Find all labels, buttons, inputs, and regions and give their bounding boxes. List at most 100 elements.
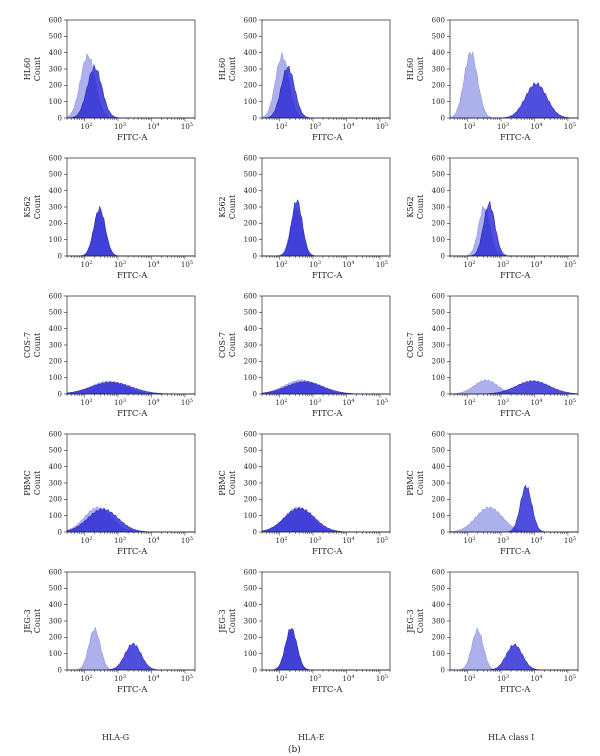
antibody-histogram	[66, 507, 195, 533]
y-tick-label: 100	[432, 512, 445, 520]
plot-frame	[449, 295, 579, 395]
x-axis-label: FITC-A	[500, 409, 531, 419]
x-tick-label: 104	[530, 398, 542, 407]
x-tick-label: 105	[181, 260, 193, 269]
y-axis-label: Count	[33, 470, 42, 495]
x-tick-label: 103	[114, 122, 126, 131]
y-axis-label: Count	[228, 332, 237, 357]
x-tick-label: 102	[276, 536, 288, 545]
x-tick-label: 105	[376, 536, 388, 545]
control-histogram	[450, 205, 578, 257]
y-tick-label: 0	[441, 114, 445, 122]
antibody-histogram	[450, 201, 578, 257]
y-tick-label: 500	[49, 33, 62, 41]
y-tick-label: 100	[49, 374, 62, 382]
x-tick-label: 102	[464, 398, 476, 407]
column-title-hla-class-i: HLA class I	[488, 733, 534, 742]
y-tick-label: 300	[49, 617, 62, 625]
y-tick-label: 0	[253, 390, 257, 398]
y-tick-label: 0	[253, 114, 257, 122]
antibody-histogram	[67, 205, 195, 257]
y-tick-label: 100	[49, 650, 62, 658]
y-tick-label: 600	[244, 568, 257, 576]
y-tick-label: 500	[432, 447, 445, 455]
row-cell-line-label: COS-7	[23, 332, 32, 358]
histogram-panel: 0 100 200 300 400 500 600 102 103 104 105 FITC-A COS…	[406, 292, 579, 419]
histogram-panel: 0 100 200 300 400 500 600 102 103 104 105 FITC-A PBM…	[406, 430, 579, 557]
y-tick-label: 300	[49, 65, 62, 73]
y-tick-label: 600	[244, 154, 257, 162]
y-tick-label: 200	[432, 82, 445, 90]
y-tick-label: 500	[432, 33, 445, 41]
panel-label: (b)	[288, 744, 301, 755]
y-tick-label: 500	[244, 447, 257, 455]
x-tick-label: 102	[81, 674, 93, 683]
plot-frame	[261, 433, 391, 533]
x-tick-label: 103	[309, 674, 321, 683]
x-tick-label: 103	[114, 260, 126, 269]
y-tick-label: 300	[432, 479, 445, 487]
y-tick-label: 100	[432, 650, 445, 658]
x-tick-label: 102	[464, 122, 476, 131]
y-tick-label: 400	[49, 49, 62, 57]
row-cell-line-label: JEG-3	[406, 609, 415, 633]
x-tick-label: 104	[530, 536, 542, 545]
column-title-hla-g: HLA-G	[102, 733, 129, 742]
y-tick-label: 200	[432, 220, 445, 228]
y-tick-label: 100	[244, 650, 257, 658]
y-axis-label: Count	[416, 332, 425, 357]
y-tick-label: 300	[244, 617, 257, 625]
x-axis-label: FITC-A	[312, 271, 343, 281]
x-tick-label: 105	[181, 536, 193, 545]
y-axis-label: Count	[33, 608, 42, 633]
y-axis-label: Count	[416, 194, 425, 219]
y-tick-label: 400	[244, 325, 257, 333]
x-tick-label: 103	[114, 674, 126, 683]
row-cell-line-label: PBMC	[406, 470, 415, 496]
y-tick-label: 500	[49, 447, 62, 455]
y-tick-label: 0	[58, 528, 62, 536]
y-tick-label: 100	[432, 374, 445, 382]
y-tick-label: 0	[441, 528, 445, 536]
y-tick-label: 600	[432, 154, 445, 162]
y-tick-label: 300	[244, 203, 257, 211]
y-tick-label: 100	[244, 512, 257, 520]
y-tick-label: 400	[432, 325, 445, 333]
plot-frame	[449, 157, 579, 257]
y-tick-label: 200	[49, 634, 62, 642]
row-cell-line-label: JEG-3	[218, 609, 227, 633]
x-tick-label: 102	[81, 122, 93, 131]
y-tick-label: 300	[244, 65, 257, 73]
histogram-panel: 0 100 200 300 400 500 600 102 103 104 105 FITC-A PBM…	[218, 430, 391, 557]
antibody-histogram	[261, 507, 390, 533]
x-axis-label: FITC-A	[312, 685, 343, 695]
x-axis-label: FITC-A	[117, 133, 148, 143]
y-tick-label: 600	[432, 292, 445, 300]
x-tick-label: 104	[342, 122, 354, 131]
row-cell-line-label: HL60	[218, 58, 227, 80]
y-axis-label: Count	[228, 470, 237, 495]
histogram-panel: 0 100 200 300 400 500 600 102 103 104 105 FITC-A HL6…	[406, 16, 579, 143]
histogram-panel: 0 100 200 300 400 500 600 102 103 104 105 FITC-A COS…	[23, 292, 196, 419]
y-tick-label: 0	[58, 390, 62, 398]
histogram-panel: 0 100 200 300 400 500 600 102 103 104 105 FITC-A PBM…	[23, 430, 196, 557]
x-axis-label: FITC-A	[312, 409, 343, 419]
plot-frame	[261, 157, 391, 257]
x-axis-label: FITC-A	[500, 685, 531, 695]
y-tick-label: 300	[244, 341, 257, 349]
control-histogram	[449, 51, 578, 119]
x-tick-label: 104	[147, 122, 159, 131]
y-tick-label: 400	[49, 463, 62, 471]
y-axis-label: Count	[228, 608, 237, 633]
y-axis-label: Count	[33, 194, 42, 219]
x-tick-label: 103	[114, 536, 126, 545]
y-tick-label: 400	[244, 49, 257, 57]
y-tick-label: 200	[49, 496, 62, 504]
y-tick-label: 500	[244, 585, 257, 593]
histogram-panel: 0 100 200 300 400 500 600 102 103 104 105 FITC-A HL6…	[218, 16, 391, 143]
y-tick-label: 500	[49, 309, 62, 317]
x-tick-label: 105	[181, 674, 193, 683]
x-tick-label: 105	[376, 260, 388, 269]
y-tick-label: 100	[49, 98, 62, 106]
